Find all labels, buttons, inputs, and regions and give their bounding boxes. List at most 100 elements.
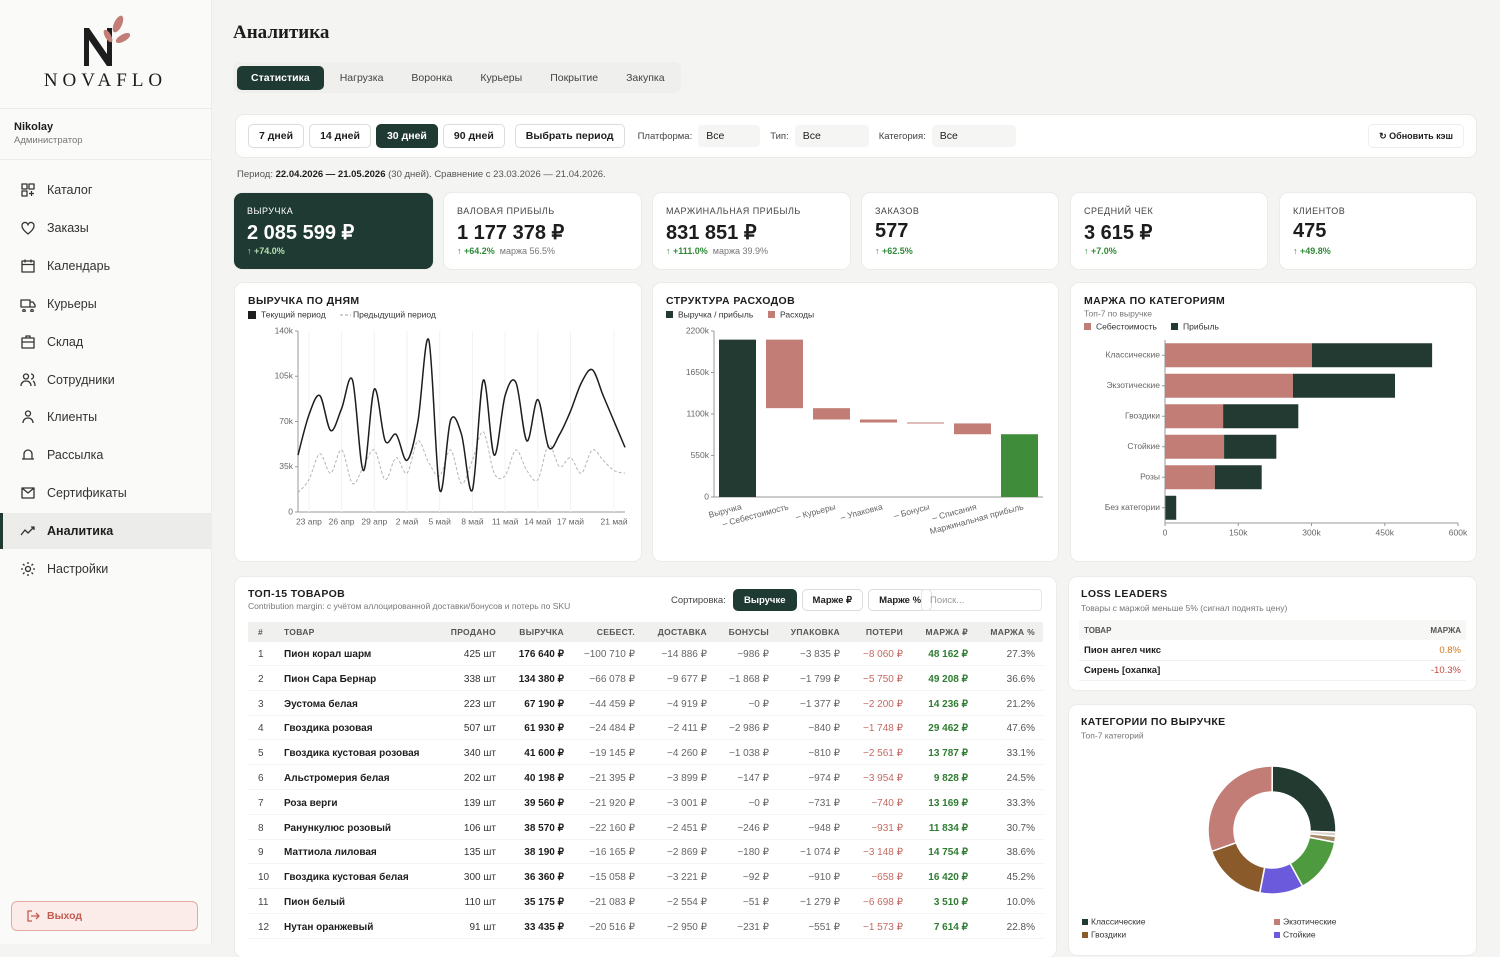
loss-subtitle: Товары с маржой меньше 5% (сигнал поднят… <box>1081 603 1287 613</box>
table-cell: Сирень [охапка] <box>1084 664 1160 678</box>
kpi-value: 577 <box>875 220 908 243</box>
nav-label: Рассылка <box>47 448 103 462</box>
period-button[interactable]: 30 дней <box>376 124 438 148</box>
column-header: ТОВАР <box>284 625 315 639</box>
y-tick-label: 70k <box>279 416 293 426</box>
column-header: ТОВАР <box>1084 624 1111 638</box>
table-cell: 36.6% <box>925 673 1035 687</box>
kpi-delta: ↑ +7.0% <box>1084 246 1117 256</box>
table-cell: 22.8% <box>925 921 1035 935</box>
nav-item[interactable]: Клиенты <box>0 399 211 435</box>
row-divider <box>248 888 1043 889</box>
custom-period-button[interactable]: Выбрать период <box>515 124 625 148</box>
nav-icon-path <box>22 488 34 498</box>
nav-icon-path <box>22 450 34 459</box>
nav-item[interactable]: Настройки <box>0 551 211 587</box>
table-cell: 21.2% <box>925 698 1035 712</box>
line-series <box>298 339 625 492</box>
row-divider <box>248 839 1043 840</box>
nav-item[interactable]: Сертификаты <box>0 475 211 511</box>
nav-icon <box>20 447 36 463</box>
nav-label: Сотрудники <box>47 373 115 387</box>
select-label: Категория: <box>879 131 926 142</box>
legend-label: Текущий период <box>261 309 326 319</box>
bar-segment <box>1165 465 1215 489</box>
table-cell: Пион ангел чикс <box>1084 644 1161 658</box>
nav-item[interactable]: Сотрудники <box>0 362 211 398</box>
kpi-label: СРЕДНИЙ ЧЕК <box>1084 206 1153 216</box>
select-box[interactable]: Все <box>932 125 1016 147</box>
table-cell: Пион корал шарм <box>284 648 371 662</box>
nav-item[interactable]: Курьеры <box>0 286 211 322</box>
kpi-delta-row: ↑ +7.0% <box>1084 246 1117 256</box>
y-tick-label: 35k <box>279 461 293 471</box>
period-button[interactable]: 90 дней <box>443 124 505 148</box>
table-cell: Эустома белая <box>284 698 358 712</box>
nav-item[interactable]: Рассылка <box>0 437 211 473</box>
tab[interactable]: Покрытие <box>538 66 610 90</box>
y-tick-label: 2200k <box>686 325 710 335</box>
tab[interactable]: Курьеры <box>468 66 534 90</box>
nav-icon-path <box>21 300 35 312</box>
x-tick-label: – Упаковка <box>839 501 884 522</box>
nav-item[interactable]: Аналитика <box>0 513 211 549</box>
chart-title: МАРЖА ПО КАТЕГОРИЯМ <box>1084 295 1225 307</box>
legend-label: Экзотические <box>1283 916 1337 926</box>
y-tick-label: 1650k <box>686 367 710 377</box>
nav-icon-path <box>21 562 35 576</box>
table-cell: 11 <box>258 896 268 910</box>
table-cell: Пион белый <box>284 896 345 910</box>
kpi-delta-row: ↑ +111.0%маржа 39.9% <box>666 246 768 256</box>
loss-leaders-card: LOSS LEADERS Товары с маржой меньше 5% (… <box>1069 577 1476 690</box>
table-cell: 7 <box>258 797 264 811</box>
sort-button[interactable]: Выручке <box>733 589 797 611</box>
tab[interactable]: Статистика <box>237 66 324 90</box>
y-tick-label: Классические <box>1106 350 1161 360</box>
table-cell: 12 <box>258 921 269 935</box>
table-title: ТОП-15 ТОВАРОВ <box>248 588 345 600</box>
period-button[interactable]: 14 дней <box>309 124 371 148</box>
legend-swatch <box>1082 932 1088 938</box>
nav-item[interactable]: Заказы <box>0 210 211 246</box>
chart-title: ВЫРУЧКА ПО ДНЯМ <box>248 295 360 307</box>
table-cell: Гвоздика розовая <box>284 722 373 736</box>
sort-button[interactable]: Марже ₽ <box>802 589 864 611</box>
legend-swatch <box>1084 323 1091 330</box>
refresh-button[interactable]: ↻ Обновить кэш <box>1368 124 1464 148</box>
nav-icon-path <box>22 336 34 348</box>
nav-icon-path <box>22 222 34 234</box>
x-tick-label: – Курьеры <box>794 501 836 521</box>
x-tick-label: 150k <box>1229 527 1248 537</box>
period-button[interactable]: 7 дней <box>248 124 304 148</box>
bar-segment <box>1224 435 1276 459</box>
y-tick-label: Без категории <box>1105 502 1160 512</box>
kpi-label: ВАЛОВАЯ ПРИБЫЛЬ <box>457 206 555 216</box>
table-cell: Ранункулюс розовый <box>284 822 391 836</box>
select-box[interactable]: Все <box>698 125 760 147</box>
tab[interactable]: Закупка <box>614 66 677 90</box>
select-box[interactable]: Все <box>795 125 869 147</box>
kpi-value: 1 177 378 ₽ <box>457 220 564 245</box>
nav-item[interactable]: Календарь <box>0 248 211 284</box>
legend-swatch <box>1274 932 1280 938</box>
table-cell: 33.3% <box>925 797 1035 811</box>
nav-item[interactable]: Каталог <box>0 172 211 208</box>
bar-segment <box>1165 435 1224 459</box>
nav-item[interactable]: Склад <box>0 324 211 360</box>
kpi-delta: ↑ +62.5% <box>875 246 913 256</box>
y-tick-label: 140k <box>275 325 294 335</box>
column-header: МАРЖА % <box>925 625 1035 639</box>
nav-icon <box>20 561 36 577</box>
logout-button[interactable]: Выход <box>11 901 198 931</box>
chart-subtitle: Топ-7 категорий <box>1081 730 1144 740</box>
row-divider <box>248 764 1043 765</box>
tab[interactable]: Нагрузка <box>328 66 396 90</box>
tab[interactable]: Воронка <box>399 66 464 90</box>
kpi-note: маржа 56.5% <box>500 246 555 256</box>
search-box[interactable]: Поиск... <box>921 589 1042 611</box>
x-tick-label: – Бонусы <box>893 501 931 520</box>
period-compare: (30 дней). Сравнение с 23.03.2026 — 21.0… <box>388 169 606 180</box>
